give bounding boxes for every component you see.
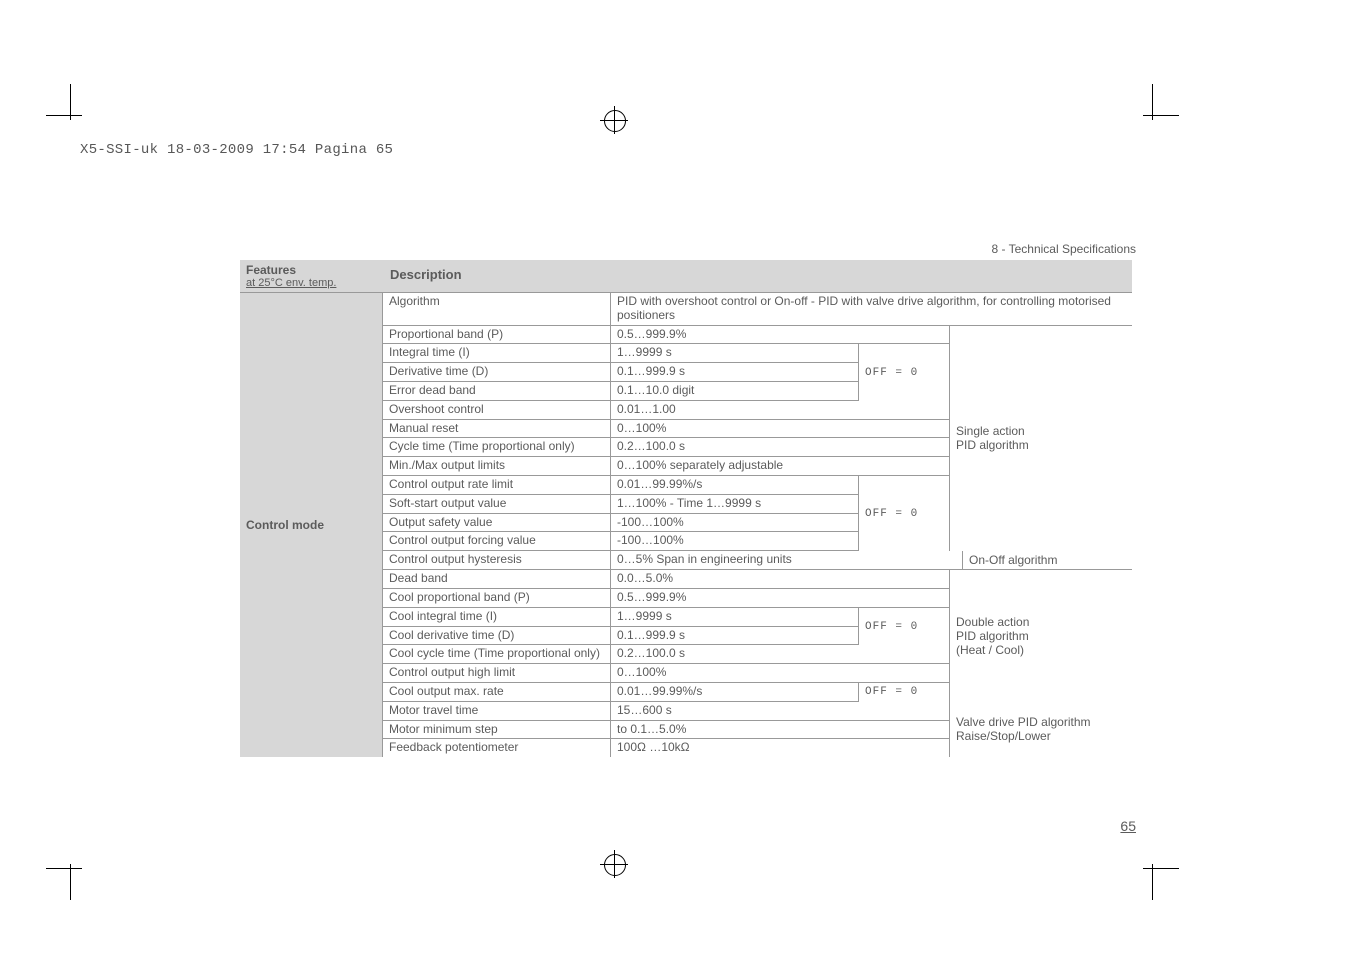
table-row: Dead band0.0…5.0% Cool proportional band…	[382, 570, 1132, 702]
table-row: Algorithm PID with overshoot control or …	[382, 293, 1132, 326]
reg-mark-top	[600, 106, 628, 134]
control-mode-label: Control mode	[240, 293, 382, 757]
table-row: Motor travel time15…600 s Motor minimum …	[382, 702, 1132, 757]
features-label: Features	[246, 263, 376, 277]
off-cell: OFF = 0	[858, 344, 949, 400]
page-number: 65	[1120, 818, 1136, 834]
file-header: X5-SSI-uk 18-03-2009 17:54 Pagina 65	[80, 142, 393, 158]
note-valve: Valve drive PID algorithm Raise/Stop/Low…	[949, 702, 1132, 757]
note-double: Double action PID algorithm (Heat / Cool…	[949, 570, 1132, 702]
off-cell: OFF = 0	[858, 683, 949, 702]
reg-mark-bottom	[600, 850, 628, 878]
spec-table: Features at 25°C env. temp. Description …	[240, 260, 1132, 757]
description-header: Description	[382, 260, 1132, 293]
note-single: Single action PID algorithm	[949, 326, 1132, 552]
table-row: Control output hysteresis 0…5% Span in e…	[382, 551, 1132, 570]
off-cell: OFF = 0	[858, 476, 949, 551]
section-title: 8 - Technical Specifications	[991, 242, 1136, 256]
features-sub: at 25°C env. temp.	[246, 277, 376, 289]
features-header: Features at 25°C env. temp.	[240, 260, 382, 293]
off-cell: OFF = 0	[858, 608, 949, 646]
note-onoff: On-Off algorithm	[962, 551, 1132, 569]
table-row: Proportional band (P)0.5…999.9% Integral…	[382, 326, 1132, 552]
